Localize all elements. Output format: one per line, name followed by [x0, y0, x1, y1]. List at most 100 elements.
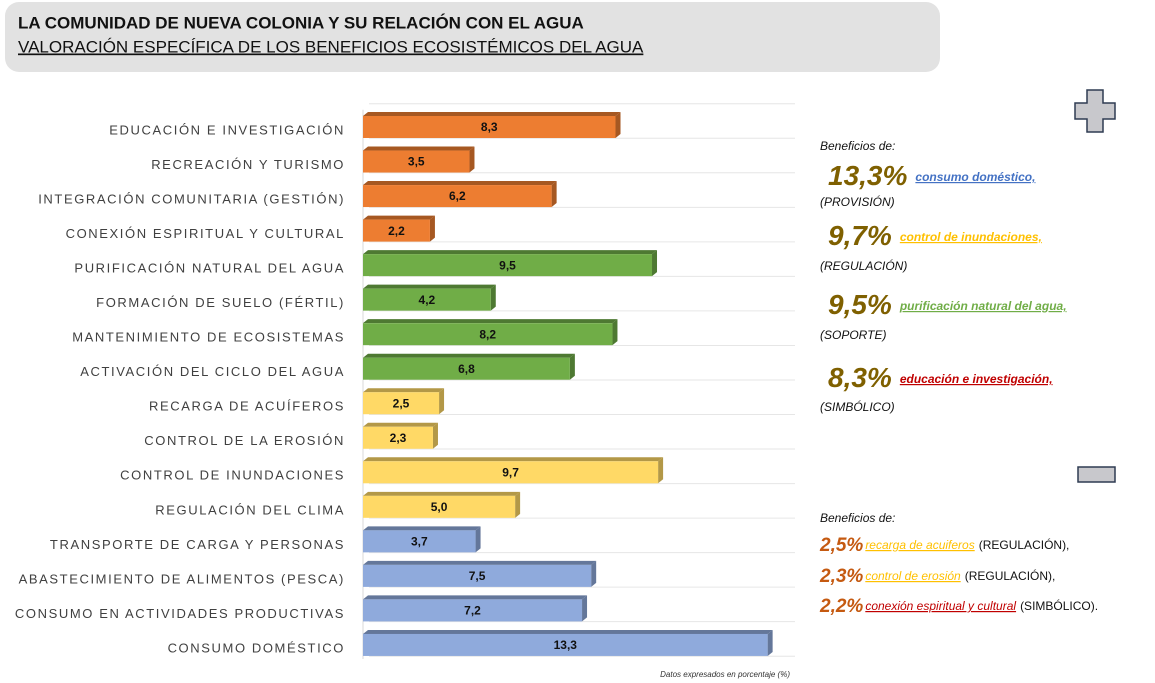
bar-top	[363, 629, 773, 634]
annotation-group: (PROVISIÓN)	[820, 194, 895, 209]
annotation-pct: 13,3%	[828, 160, 907, 191]
bar-side	[490, 284, 496, 311]
annotation-line: 9,7% control de inundaciones,	[828, 220, 1042, 251]
bar	[363, 116, 616, 138]
annotation-group: (REGULACIÓN)	[820, 258, 907, 273]
bar-side	[439, 388, 445, 415]
value-label: 7,5	[469, 569, 486, 583]
plus-icon	[1074, 89, 1116, 133]
category-label: FORMACIÓN DE SUELO (FÉRTIL)	[96, 295, 345, 310]
value-label: 4,2	[419, 293, 436, 307]
category-label: EDUCACIÓN E INVESTIGACIÓN	[109, 122, 345, 137]
bar-top	[363, 181, 557, 186]
category-label: ABASTECIMIENTO DE ALIMENTOS (PESCA)	[19, 571, 345, 586]
bar	[363, 426, 433, 449]
title-box	[5, 2, 940, 72]
annotation-line: 2,2% conexión espiritual y cultural (SIMBÓ…	[819, 596, 1098, 617]
annotation-text: educación e investigación,	[900, 372, 1053, 386]
value-label: 3,5	[408, 155, 425, 169]
bar-top	[363, 215, 435, 220]
category-label: MANTENIMIENTO DE ECOSISTEMAS	[72, 330, 345, 345]
minus-icon	[1077, 466, 1116, 483]
bar-side	[429, 215, 435, 242]
annotation-text: control de inundaciones,	[900, 230, 1042, 244]
annotation-line: 9,5% purificación natural del agua,	[828, 289, 1067, 320]
bar-top	[363, 319, 618, 324]
bar-top	[363, 491, 521, 496]
value-label: 6,2	[449, 189, 466, 203]
annotation-line: 2,3% control de erosión (REGULACIÓN),	[819, 566, 1055, 587]
category-label: PURIFICACIÓN NATURAL DEL AGUA	[74, 261, 345, 276]
bar-top	[363, 526, 481, 531]
chart-subtitle: VALORACIÓN ESPECÍFICA DE LOS BENEFICIOS …	[18, 37, 644, 56]
value-label: 9,7	[502, 465, 519, 479]
bar	[363, 599, 583, 622]
bar-top	[363, 146, 475, 151]
annotation-text: control de erosión	[865, 569, 961, 583]
annotation-line: 13,3% consumo doméstico,	[828, 160, 1035, 191]
bar-top	[363, 388, 445, 393]
bar-side	[615, 112, 621, 138]
category-label: CONEXIÓN ESPIRITUAL Y CULTURAL	[66, 226, 345, 241]
annotation-pct: 9,7%	[828, 220, 892, 251]
annotation-group: (REGULACIÓN),	[965, 568, 1056, 583]
bar	[363, 495, 516, 518]
bar	[363, 288, 491, 311]
bar-side	[591, 560, 597, 587]
annotation-pct: 8,3%	[828, 362, 892, 393]
category-label: RECARGA DE ACUÍFEROS	[149, 399, 345, 414]
annotation-group: (SIMBÓLICO).	[1020, 598, 1098, 613]
bar-top	[363, 284, 496, 289]
category-label: REGULACIÓN DEL CLIMA	[155, 502, 345, 517]
value-label: 8,2	[479, 327, 496, 341]
bar	[363, 461, 659, 484]
annotation-text: conexión espiritual y cultural	[865, 599, 1016, 613]
annotation-group: (SOPORTE)	[820, 328, 886, 342]
category-label: CONTROL DE INUNDACIONES	[120, 468, 345, 483]
annotation-pct: 2,2%	[819, 596, 863, 617]
bar	[363, 633, 768, 656]
value-label: 2,5	[393, 396, 410, 410]
bar	[363, 323, 613, 346]
bar-top	[363, 250, 658, 255]
category-label: RECREACIÓN Y TURISMO	[151, 157, 345, 172]
value-label: 9,5	[499, 258, 516, 272]
bar-top	[363, 560, 597, 565]
bar-side	[569, 353, 575, 380]
bar	[363, 219, 430, 242]
annotation-pct: 9,5%	[828, 289, 892, 320]
bar	[363, 254, 653, 277]
annotation-pct: 2,5%	[819, 535, 863, 556]
bar-side	[475, 526, 481, 553]
bar-side	[432, 422, 438, 449]
annotation-line: 8,3% educación e investigación,	[828, 362, 1053, 393]
annotation-text: consumo doméstico,	[915, 170, 1035, 184]
annotation-group: (SIMBÓLICO)	[820, 399, 895, 414]
bar-top	[363, 353, 575, 358]
bar-top	[363, 422, 438, 427]
bar	[363, 564, 592, 587]
value-label: 2,3	[390, 431, 407, 445]
bar	[363, 530, 476, 553]
category-label: CONSUMO EN ACTIVIDADES PRODUCTIVAS	[15, 606, 345, 621]
value-label: 5,0	[431, 500, 448, 514]
bar-side	[551, 181, 557, 208]
bar-side	[582, 595, 588, 622]
bar	[363, 185, 552, 208]
annotation-heading: Beneficios de:	[820, 511, 895, 525]
bar	[363, 357, 570, 380]
value-label: 7,2	[464, 604, 481, 618]
bar-side	[767, 629, 773, 656]
annotation-text: purificación natural del agua,	[899, 299, 1067, 313]
value-label: 2,2	[388, 224, 405, 238]
bar	[363, 150, 470, 173]
category-label: CONTROL DE LA EROSIÓN	[144, 433, 345, 448]
bar-top	[363, 457, 664, 462]
bar	[363, 392, 440, 415]
footnote: Datos expresados en porcentaje (%)	[660, 670, 790, 679]
bar-side	[658, 457, 664, 484]
bar-side	[612, 319, 618, 346]
category-label: CONSUMO DOMÉSTICO	[168, 640, 345, 655]
value-label: 13,3	[554, 638, 578, 652]
chart-title: LA COMUNIDAD DE NUEVA COLONIA Y SU RELAC…	[18, 13, 584, 32]
